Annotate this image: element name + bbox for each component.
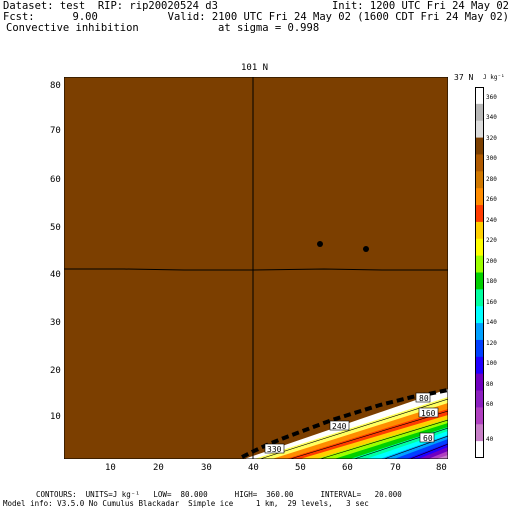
colorbar-label-240: 240 <box>486 217 497 224</box>
colorbar-cell <box>475 103 484 122</box>
colorbar-cell <box>475 424 484 442</box>
colorbar-cell <box>475 255 484 273</box>
band-pink <box>436 455 448 459</box>
x-tick-40: 40 <box>248 463 259 473</box>
colorbar-cell <box>475 221 484 240</box>
colorbar-label-80: 80 <box>486 381 494 388</box>
colorbar-label-280: 280 <box>486 176 497 183</box>
colorbar-cell <box>475 137 484 155</box>
missing-data-edge <box>241 388 448 459</box>
colorbar-cell <box>475 407 484 425</box>
field-title: Convective inhibition <box>6 22 139 34</box>
header-line1-left: Dataset: test RIP: rip20020524 d3 <box>3 0 218 12</box>
colorbar-cell <box>475 373 484 391</box>
station-marker-1 <box>317 241 323 247</box>
colorbar-cell <box>475 272 484 290</box>
contour-label-box-60 <box>419 432 435 443</box>
x-tick-50: 50 <box>295 463 306 473</box>
contour-label-60: 60 <box>423 434 433 443</box>
colorbar-cell <box>475 120 484 138</box>
header-line2-left: Fcst: 9.00 <box>3 11 98 23</box>
plot-top-label: 101 N <box>241 63 269 73</box>
colorbar-label-260: 260 <box>486 196 497 203</box>
x-tick-10: 10 <box>105 463 116 473</box>
sigma-level: at sigma = 0.998 <box>218 22 320 34</box>
model-info: Model info: V3.5.0 No Cumulus Blackadar … <box>3 499 369 508</box>
colorbar-units: J kg⁻¹ <box>483 74 505 81</box>
colorbar-label-300: 300 <box>486 155 497 162</box>
contour-label-box-330 <box>264 443 285 454</box>
header-line1-right: Init: 1200 UTC Fri 24 May 02 <box>331 0 509 12</box>
colorbar-cell <box>475 171 484 189</box>
contour-label-box-160 <box>418 407 439 418</box>
colorbar-cell <box>475 87 484 105</box>
colorbar <box>475 87 484 458</box>
map-plot: 80 160 240 60 330 <box>64 77 448 459</box>
x-tick-80: 80 <box>436 463 447 473</box>
y-tick-60: 60 <box>50 175 61 185</box>
y-tick-30: 30 <box>50 318 61 328</box>
colorbar-cell <box>475 154 484 172</box>
colorbar-cell <box>475 390 484 408</box>
y-tick-40: 40 <box>50 270 61 280</box>
contour-label-80: 80 <box>419 394 429 403</box>
y-tick-80: 80 <box>50 81 61 91</box>
y-tick-70: 70 <box>50 126 61 136</box>
x-tick-30: 30 <box>201 463 212 473</box>
colorbar-label-120: 120 <box>486 340 497 347</box>
colorbar-label-200: 200 <box>486 258 497 265</box>
colorbar-cell <box>475 188 484 206</box>
colorbar-cell <box>475 289 484 307</box>
colorbar-cell <box>475 441 484 458</box>
station-marker-2 <box>363 246 369 252</box>
colorbar-cell <box>475 238 484 257</box>
colorbar-label-180: 180 <box>486 278 497 285</box>
x-tick-60: 60 <box>342 463 353 473</box>
colorbar-label-160: 160 <box>486 299 497 306</box>
colorbar-cell <box>475 323 484 341</box>
colorbar-label-360: 360 <box>486 94 497 101</box>
x-tick-20: 20 <box>153 463 164 473</box>
colorbar-label-220: 220 <box>486 237 497 244</box>
cin-background-field <box>64 77 448 459</box>
colorbar-label-100: 100 <box>486 360 497 367</box>
colorbar-label-340: 340 <box>486 114 497 121</box>
contour-label-240: 240 <box>332 422 347 431</box>
y-tick-20: 20 <box>50 366 61 376</box>
contours-info: CONTOURS: UNITS=J kg⁻¹ LOW= 80.000 HIGH=… <box>36 490 402 499</box>
colorbar-cell <box>475 205 484 223</box>
contour-label-box-240 <box>329 420 350 431</box>
colorbar-cell <box>475 306 484 324</box>
colorbar-cell <box>475 339 484 358</box>
colorbar-label-320: 320 <box>486 135 497 142</box>
plot-right-label: 37 N <box>454 73 474 82</box>
y-tick-10: 10 <box>50 412 61 422</box>
contour-label-330: 330 <box>267 445 282 454</box>
x-tick-70: 70 <box>390 463 401 473</box>
contour-label-160: 160 <box>421 409 436 418</box>
colorbar-label-140: 140 <box>486 319 497 326</box>
header-line2-right: Valid: 2100 UTC Fri 24 May 02 (1600 CDT … <box>167 11 509 23</box>
state-boundary-horizontal <box>64 268 448 271</box>
y-tick-50: 50 <box>50 223 61 233</box>
colorbar-label-60: 60 <box>486 401 494 408</box>
colorbar-label-40: 40 <box>486 436 494 443</box>
contour-label-box-80 <box>415 392 431 403</box>
colorbar-cell <box>475 356 484 375</box>
